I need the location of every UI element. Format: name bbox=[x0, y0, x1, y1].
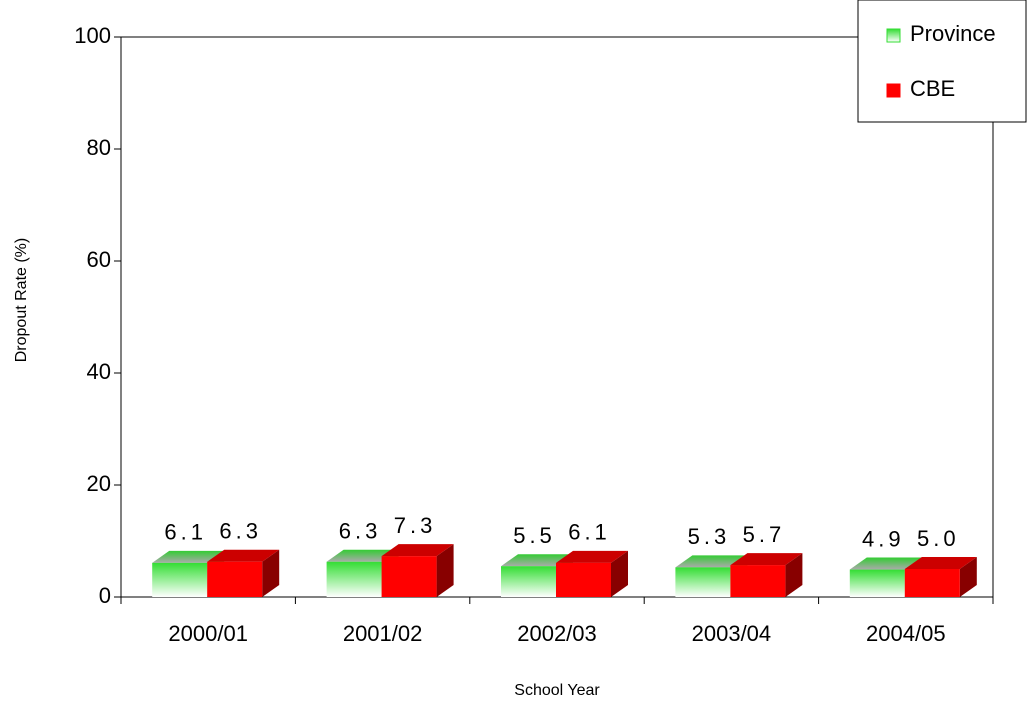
bar-front bbox=[904, 569, 960, 597]
y-tick-label: 80 bbox=[87, 135, 111, 160]
bar-front bbox=[326, 561, 382, 597]
bar-top bbox=[326, 549, 399, 562]
bar bbox=[556, 550, 628, 597]
bar-top bbox=[904, 557, 977, 569]
bar-front bbox=[152, 562, 208, 597]
y-tick-label: 60 bbox=[87, 247, 111, 272]
bar-top bbox=[381, 544, 454, 557]
value-label: 5.0 bbox=[917, 526, 960, 551]
x-tick-label: 2000/01 bbox=[168, 621, 248, 646]
bar-front bbox=[849, 569, 905, 597]
legend-swatch bbox=[886, 28, 901, 43]
bar-side bbox=[959, 557, 977, 597]
bar-top bbox=[849, 557, 922, 570]
bar-top bbox=[556, 550, 628, 563]
bar bbox=[207, 549, 280, 597]
bar-top bbox=[152, 550, 225, 563]
x-tick-label: 2001/02 bbox=[343, 621, 423, 646]
x-axis-title: School Year bbox=[514, 682, 600, 699]
bar-top bbox=[501, 554, 573, 567]
value-label: 6.3 bbox=[339, 519, 382, 544]
legend-label: CBE bbox=[910, 76, 955, 101]
bar-front bbox=[207, 561, 263, 597]
bar-side bbox=[262, 549, 280, 597]
bar-top bbox=[675, 555, 748, 568]
value-label: 6.1 bbox=[568, 520, 611, 545]
bar-side bbox=[611, 550, 628, 597]
value-label: 5.3 bbox=[688, 524, 731, 549]
value-label: 5.5 bbox=[513, 523, 556, 548]
y-tick-label: 100 bbox=[74, 23, 111, 48]
value-label: 6.1 bbox=[164, 520, 207, 545]
bar-side bbox=[785, 553, 803, 597]
bar-front bbox=[730, 565, 786, 597]
bar-side bbox=[436, 544, 454, 597]
value-label: 6.3 bbox=[219, 519, 262, 544]
legend-swatch bbox=[886, 83, 901, 98]
bar bbox=[904, 557, 977, 597]
bar-front bbox=[556, 562, 611, 597]
bar-top bbox=[730, 553, 803, 566]
x-tick-label: 2002/03 bbox=[517, 621, 597, 646]
x-tick-label: 2003/04 bbox=[692, 621, 772, 646]
bar-front bbox=[675, 567, 731, 597]
value-label: 7.3 bbox=[394, 513, 437, 538]
legend bbox=[857, 0, 1027, 123]
bar-front bbox=[501, 566, 556, 597]
bar-top bbox=[207, 549, 280, 562]
y-tick-label: 40 bbox=[87, 359, 111, 384]
bar bbox=[381, 544, 454, 597]
value-label: 4.9 bbox=[862, 526, 905, 551]
x-tick-label: 2004/05 bbox=[866, 621, 946, 646]
y-tick-label: 20 bbox=[87, 471, 111, 496]
y-tick-label: 0 bbox=[99, 583, 111, 608]
bar-front bbox=[381, 556, 437, 597]
legend-label: Province bbox=[910, 21, 996, 46]
bar bbox=[730, 553, 803, 597]
y-axis-title: Dropout Rate (%) bbox=[13, 238, 30, 363]
value-label: 5.7 bbox=[743, 522, 786, 547]
